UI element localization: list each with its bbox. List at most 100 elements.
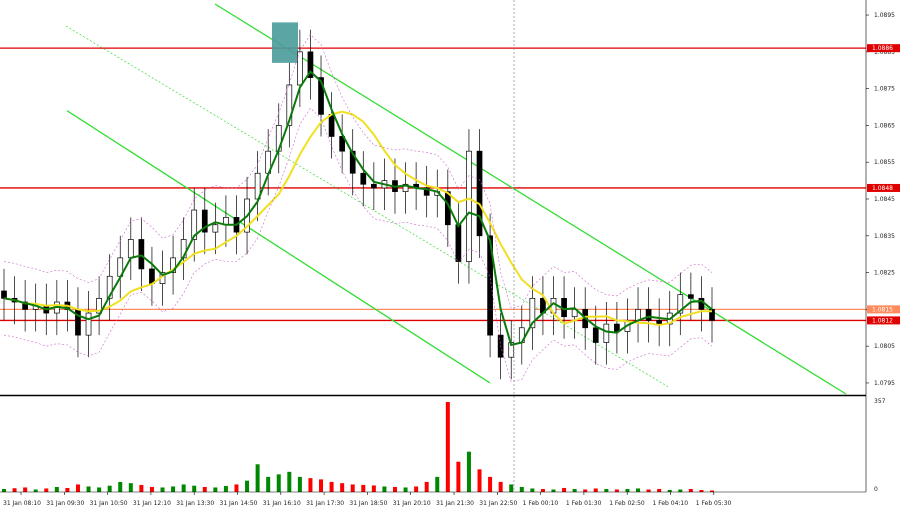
level-label-bg [867,316,900,325]
time-tick-label: 1 Feb 00:10 [523,500,559,507]
volume-bar [202,486,207,492]
price-tick-label: 1.0885 [874,49,895,56]
candle-body [307,51,314,78]
candle-body [466,150,472,262]
candle-body [656,320,663,325]
time-tick-label: 31 Jan 16:10 [263,500,301,507]
volume-bar [340,483,345,492]
price-tick-label: 1.0835 [874,233,895,240]
candle-body [138,239,145,270]
band-lower [3,107,713,383]
volume-bar [75,484,80,492]
volume-bar [118,481,123,492]
trend-channel-line [66,110,491,384]
time-tick-label: 31 Jan 08:10 [3,500,41,507]
price-tick-label: 1.0855 [874,159,895,166]
volume-bar [266,476,271,492]
volume-bar [350,484,355,492]
volume-bar [678,489,683,492]
candle-body [592,327,599,343]
price-tick-label: 1.0825 [874,270,895,277]
price-tick-label: 1.0865 [874,122,895,129]
volume-bar [688,488,693,492]
highlight-box [272,22,298,63]
candle-body [1,290,7,299]
price-tick-label: 1.0895 [874,12,895,19]
volume-tick-label: 0 [874,486,878,493]
volume-bar [540,488,545,492]
volume-bar [23,487,28,492]
candle-body [487,235,493,336]
volume-bar [86,486,91,492]
volume-bar [192,485,197,492]
candle-body [402,183,409,192]
volume-bar [181,484,186,492]
band-upper [3,34,713,309]
candle-body [328,114,335,137]
candle-body [688,294,694,299]
volume-bar [54,486,59,492]
volume-bar [149,486,154,492]
volume-bar [466,451,471,492]
time-tick-label: 31 Jan 13:30 [176,500,214,507]
trend-channel-line [65,25,669,387]
volume-bar [530,488,535,492]
volume-bar [583,489,588,492]
candle-body [170,257,176,273]
volume-bar [604,488,609,492]
price-tick-label: 1.0795 [874,380,895,387]
volume-bar [424,481,429,492]
volume-bar [171,486,176,492]
volume-bar [403,487,408,492]
trend-channel-line [214,3,847,395]
volume-bar [562,487,567,492]
volume-bar [625,488,630,492]
time-tick-label: 1 Feb 02:50 [609,500,645,507]
volume-bar [2,488,6,492]
time-tick-label: 1 Feb 05:30 [696,500,732,507]
volume-bar [392,486,397,492]
price-pane [0,3,866,395]
level-label: 1.0848 [872,185,893,192]
volume-bar [361,484,366,492]
level-label-bg [867,183,900,192]
volume-bar [477,469,482,492]
time-tick-label: 31 Jan 21:30 [436,500,474,507]
price-tick-label: 1.0875 [874,86,895,93]
time-tick-label: 31 Jan 20:10 [393,500,431,507]
volume-bar [297,476,302,492]
volume-bar [699,489,704,492]
volume-bar [287,471,292,492]
volume-bar [498,481,503,492]
volume-bar [223,485,228,492]
volume-bar [107,485,112,492]
volume-bar [551,489,556,492]
candle-body [614,323,620,332]
candle-body [22,301,28,310]
time-tick-label: 31 Jan 09:30 [46,500,84,507]
volume-bar [382,486,387,492]
candle-body [529,297,536,329]
volume-bar [614,489,619,492]
level-label: 1.0886 [872,45,893,52]
volume-bar [509,484,514,492]
volume-bar [44,488,49,492]
volume-bar [245,480,250,492]
volume-bar [308,478,313,492]
candle-body [455,224,462,262]
volume-bar [445,402,450,492]
candle-body [85,312,92,336]
volume-bar [33,489,38,492]
candle-body [149,268,155,284]
time-tick-label: 31 Jan 17:30 [306,500,344,507]
candle-body [603,323,610,343]
candle-body [371,183,377,189]
volume-bar [128,483,133,492]
price-tick-label: 1.0845 [874,196,895,203]
volume-bar [636,488,641,492]
volume-bar [435,476,440,492]
